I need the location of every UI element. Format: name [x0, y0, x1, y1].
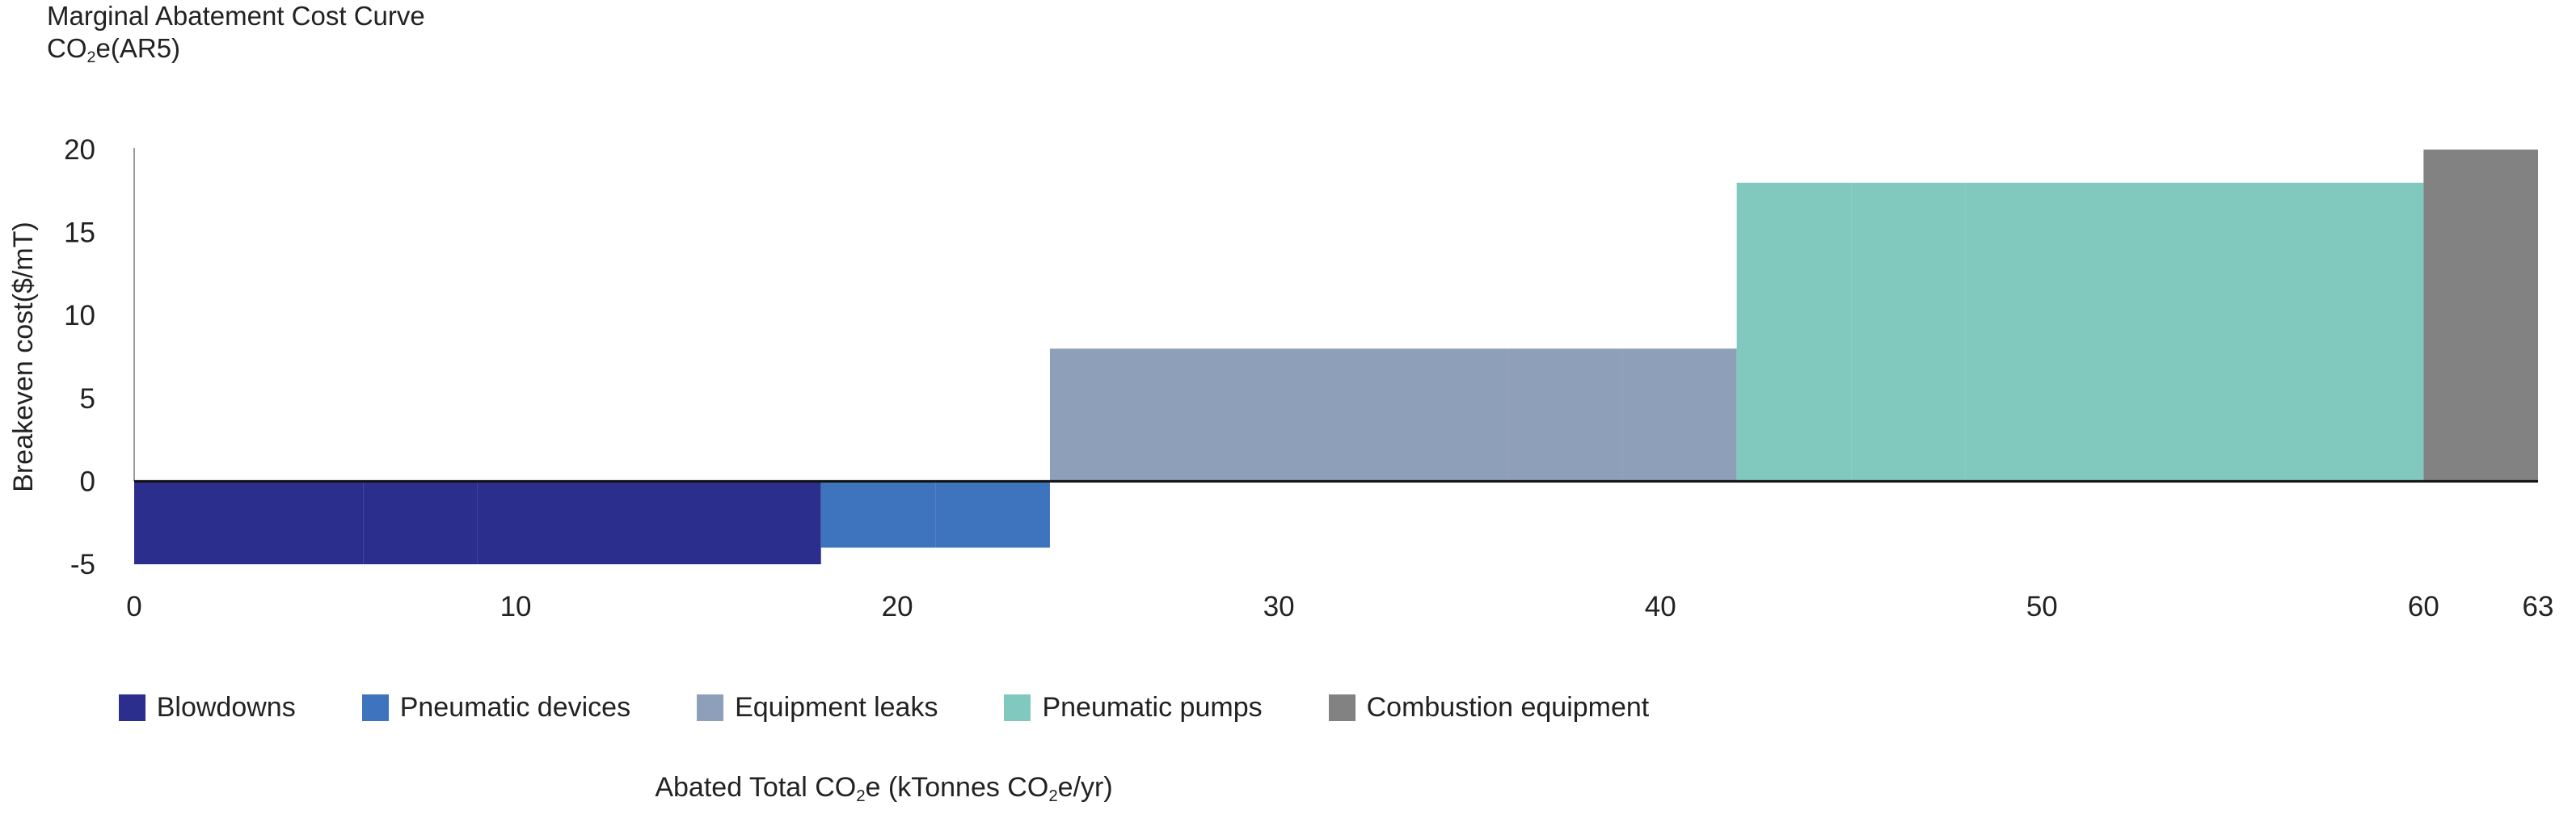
- x-tick-label: 30: [1263, 591, 1295, 622]
- y-tick-label: -5: [70, 549, 95, 580]
- legend-item-pneumatic-pumps: Pneumatic pumps: [1004, 691, 1263, 724]
- bar-segment-equipment-leaks-7: [1622, 348, 1737, 482]
- x-tick-label: 63: [2523, 591, 2554, 622]
- bar-segment-blowdowns-0: [134, 481, 364, 564]
- legend-swatch: [697, 694, 724, 721]
- chart-title-block: Marginal Abatement Cost Curve CO2e(AR5): [47, 0, 425, 74]
- y-tick-label: 10: [64, 300, 95, 331]
- chart-subtitle: CO2e(AR5): [47, 33, 181, 66]
- bar-segment-pneumatic-devices-4: [935, 481, 1050, 548]
- legend-swatch: [1328, 694, 1355, 721]
- legend-item-combustion-equipment: Combustion equipment: [1328, 691, 1650, 724]
- legend-item-pneumatic-devices: Pneumatic devices: [361, 691, 631, 724]
- legend-item-equipment-leaks: Equipment leaks: [697, 692, 938, 724]
- x-tick-label: 40: [1645, 591, 1676, 622]
- legend: Blowdowns Pneumatic devices Equipment leak…: [0, 687, 2172, 728]
- legend-label: Blowdowns: [156, 691, 296, 723]
- y-tick-label: 20: [64, 134, 95, 166]
- chart-title: Marginal Abatement Cost Curve: [47, 1, 425, 31]
- x-tick-label: 60: [2408, 591, 2439, 622]
- x-tick-label: 20: [882, 591, 913, 622]
- bar-segment-combustion-equipment-12: [2423, 150, 2538, 482]
- bar-segment-pneumatic-pumps-8: [1736, 183, 1852, 482]
- legend-label: Pneumatic devices: [399, 691, 631, 723]
- y-tick-label: 5: [80, 383, 95, 415]
- bar-segment-equipment-leaks-6: [1507, 348, 1623, 482]
- bar-segment-pneumatic-pumps-10: [1965, 183, 2081, 482]
- legend-swatch: [361, 694, 389, 721]
- legend-item-blowdowns: Blowdowns: [118, 691, 296, 724]
- x-tick-label: 0: [126, 591, 141, 622]
- bar-segment-pneumatic-pumps-9: [1851, 183, 1966, 482]
- x-axis-label: Abated Total CO2e (kTonnes CO2e/yr): [655, 772, 1113, 805]
- x-tick-label: 50: [2026, 591, 2058, 622]
- x-tick-label: 10: [500, 591, 532, 622]
- legend-swatch: [118, 694, 145, 721]
- bar-segment-blowdowns-2: [477, 481, 821, 564]
- bar-segment-equipment-leaks-5: [1049, 348, 1508, 482]
- y-axis-label: Breakeven cost($/mT): [8, 222, 39, 492]
- legend-label: Equipment leaks: [735, 691, 938, 723]
- bar-segment-blowdowns-1: [363, 481, 478, 564]
- legend-label: Pneumatic pumps: [1042, 691, 1263, 723]
- y-tick-label: 15: [64, 217, 95, 249]
- y-tick-label: 0: [80, 466, 95, 497]
- legend-swatch: [1004, 694, 1031, 721]
- legend-label: Combustion equipment: [1366, 691, 1650, 723]
- bar-segment-pneumatic-devices-3: [820, 481, 936, 548]
- bar-segment-pneumatic-pumps-11: [2080, 183, 2424, 482]
